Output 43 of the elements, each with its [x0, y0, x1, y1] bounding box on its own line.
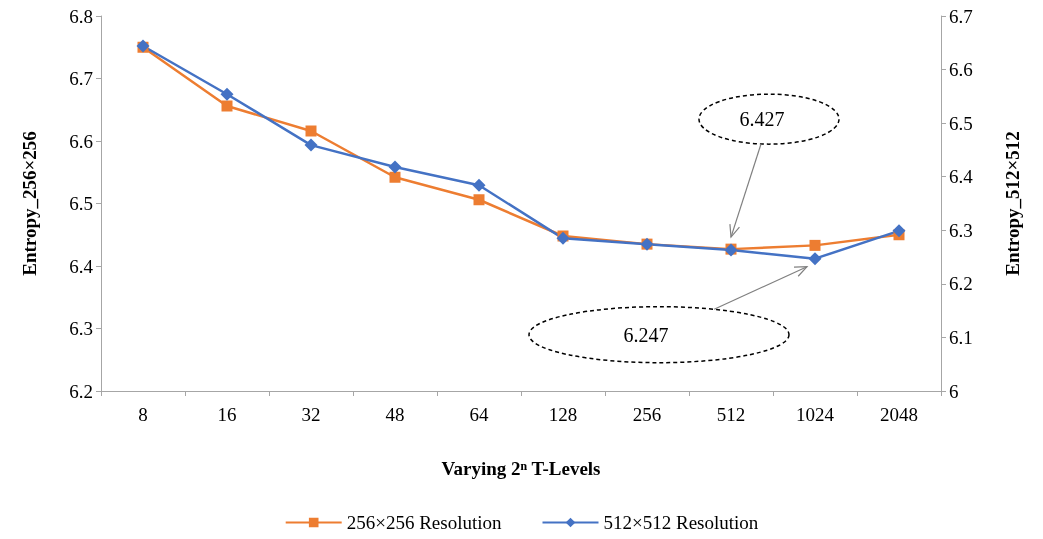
- y-tick-label: 6.5: [69, 193, 93, 214]
- y-tick-label: 6.4: [69, 255, 94, 277]
- x-tick-label: 32: [301, 404, 321, 425]
- x-tick-label: 256: [632, 404, 662, 425]
- x-tick-label: 512: [716, 404, 746, 425]
- y2-tick-label: 6.1: [949, 326, 973, 348]
- point: [389, 171, 401, 183]
- y2-tick-label: 6: [949, 380, 959, 402]
- point: [305, 125, 317, 137]
- x-tick-label: 48: [385, 404, 405, 425]
- legend-label: 256×256 Resolution: [346, 512, 502, 533]
- y-axis-title: Entropy_256×256: [19, 131, 40, 276]
- x-tick-label: 1024: [796, 404, 835, 425]
- y-tick-label: 6.7: [69, 68, 93, 89]
- point: [220, 87, 234, 101]
- y2-tick-label: 6.5: [949, 112, 973, 134]
- y-tick-label: 6.8: [69, 5, 93, 27]
- point: [473, 194, 485, 206]
- y2-axis-title: Entropy_512×512: [1002, 131, 1023, 276]
- y2-tick-label: 6.7: [949, 5, 973, 27]
- annotation: 6.427: [739, 108, 785, 131]
- x-tick-label: 16: [217, 404, 237, 425]
- point: [809, 239, 821, 251]
- x-tick-label: 2048: [880, 404, 918, 425]
- annotation: 6.247: [623, 323, 669, 346]
- point: [892, 224, 906, 238]
- y2-tick-label: 6.3: [949, 219, 973, 241]
- y-tick-label: 6.6: [69, 130, 93, 152]
- y2-tick-label: 6.4: [949, 166, 974, 188]
- x-axis-title: Varying 2ⁿ T-Levels: [441, 458, 601, 479]
- x-tick-label: 128: [548, 404, 578, 425]
- legend-label: 512×512 Resolution: [603, 512, 759, 533]
- point: [808, 252, 822, 266]
- y2-tick-label: 6.6: [949, 59, 973, 81]
- point: [388, 160, 402, 174]
- point: [472, 178, 486, 192]
- point: [221, 100, 233, 112]
- y-tick-label: 6.3: [69, 318, 93, 339]
- point: [304, 138, 318, 152]
- x-tick-label: 64: [469, 404, 489, 425]
- y2-tick-label: 6.2: [949, 273, 973, 295]
- y-tick-label: 6.2: [69, 380, 93, 402]
- x-tick-label: 8: [138, 404, 148, 425]
